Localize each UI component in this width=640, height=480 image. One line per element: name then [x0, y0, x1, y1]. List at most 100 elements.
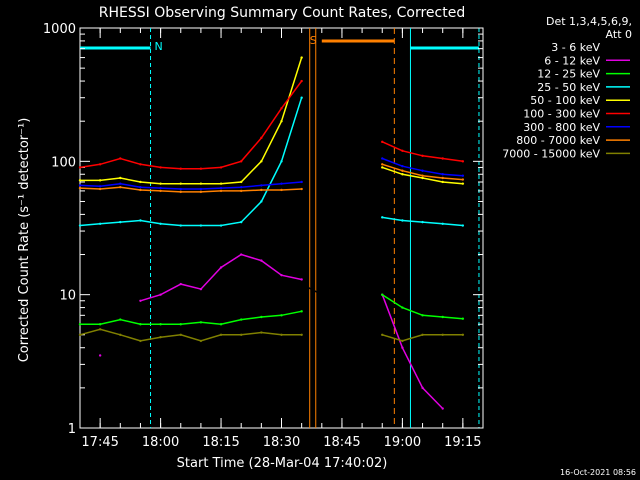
series-point-7 — [179, 187, 182, 191]
y-tick-label-100: 100 — [51, 155, 76, 170]
series-point-6 — [219, 166, 223, 169]
series-point-7 — [240, 185, 243, 189]
series-point-4 — [300, 96, 303, 99]
legend-label-7: 300 - 800 keV — [523, 121, 600, 134]
series-point-5 — [461, 182, 465, 185]
series-point-6 — [119, 157, 122, 160]
series-point-4 — [381, 216, 384, 219]
series-point-9 — [199, 339, 203, 343]
series-point-7 — [119, 182, 122, 185]
series-point-9 — [179, 333, 182, 337]
series-point-1 — [98, 399, 102, 402]
series-point-5 — [280, 119, 283, 123]
series-point-8 — [119, 185, 122, 189]
series-point-5 — [219, 182, 223, 185]
series-point-6 — [421, 154, 424, 158]
series-line-8 — [79, 186, 302, 193]
series-point-6 — [98, 163, 102, 166]
series-point-9 — [98, 328, 102, 331]
series-point-1 — [421, 399, 424, 402]
series-point-7 — [219, 186, 223, 190]
x-tick-label-1800: 18:00 — [142, 435, 179, 450]
series-point-9 — [159, 335, 162, 339]
series-point-3 — [219, 323, 223, 326]
series-point-3 — [381, 293, 384, 296]
series-point-3 — [401, 306, 404, 309]
series-point-8 — [98, 187, 102, 191]
series-point-4 — [98, 222, 102, 226]
series-point-9 — [219, 333, 223, 337]
series-point-5 — [260, 160, 263, 163]
series-point-8 — [159, 189, 162, 193]
series-point-3 — [98, 323, 102, 326]
series-point-9 — [119, 333, 122, 337]
series-point-9 — [240, 333, 243, 337]
series-point-6 — [300, 79, 303, 83]
series-point-5 — [119, 176, 122, 180]
series-point-5 — [139, 180, 142, 184]
series-point-4 — [179, 224, 182, 227]
series-line-9 — [79, 328, 302, 342]
saa-flag-label: S — [310, 34, 317, 47]
series-point-8 — [300, 187, 303, 191]
series-point-7 — [461, 174, 465, 177]
series-point-8 — [240, 189, 243, 193]
series-point-1 — [340, 282, 344, 286]
x-tick-label-1815: 18:15 — [202, 435, 239, 450]
series-point-1 — [260, 293, 263, 296]
series-point-4 — [159, 222, 162, 226]
series-point-4 — [461, 224, 465, 227]
series-point-5 — [78, 179, 82, 182]
series-point-5 — [240, 180, 243, 184]
series-point-8 — [199, 190, 203, 194]
series-point-6 — [401, 149, 404, 152]
series-point-4 — [199, 224, 203, 227]
x-tick-label-1845: 18:45 — [323, 435, 360, 450]
series-line-7 — [79, 181, 302, 190]
series-point-2 — [240, 253, 243, 256]
series-point-7 — [421, 169, 424, 172]
legend-label-1: 3 - 6 keV — [551, 41, 600, 54]
series-point-6 — [78, 166, 82, 169]
series-point-3 — [159, 323, 162, 326]
series-point-8 — [441, 176, 444, 180]
series-line-1 — [160, 266, 343, 309]
series-point-6 — [260, 136, 263, 140]
series-point-7 — [300, 180, 303, 184]
legend-label-5: 50 - 100 keV — [530, 94, 600, 107]
series-point-4 — [280, 160, 283, 163]
series-point-5 — [300, 56, 303, 59]
series-point-3 — [300, 310, 303, 313]
series-point-3 — [78, 323, 82, 326]
x-tick-label-1915: 19:15 — [444, 435, 481, 450]
series-point-5 — [159, 182, 162, 185]
series-point-2 — [280, 273, 283, 277]
series-point-6 — [199, 167, 203, 170]
series-point-2 — [401, 346, 404, 349]
series-point-8 — [139, 188, 142, 192]
series-point-9 — [421, 333, 424, 337]
series-point-7 — [159, 186, 162, 190]
series-point-9 — [78, 333, 82, 337]
y-axis-label: Corrected Count Rate (s⁻¹ detector⁻¹) — [17, 118, 32, 363]
series-point-5 — [381, 166, 384, 169]
series-point-2 — [421, 386, 424, 390]
series-point-3 — [240, 318, 243, 321]
series-point-2 — [300, 278, 303, 281]
series-point-9 — [401, 339, 404, 343]
series-point-8 — [260, 188, 263, 192]
series-point-1 — [320, 293, 323, 296]
series-line-5 — [80, 57, 303, 185]
series-point-7 — [199, 187, 203, 191]
y-tick-label-1: 1 — [68, 422, 76, 437]
series-point-7 — [260, 184, 263, 187]
x-axis-label: Start Time (28-Mar-04 17:40:02) — [177, 456, 388, 471]
series-point-7 — [78, 184, 82, 187]
series-point-4 — [401, 219, 404, 222]
series-point-6 — [240, 160, 243, 163]
series-point-4 — [119, 220, 122, 224]
series-point-8 — [280, 188, 283, 192]
series-point-1 — [240, 278, 243, 281]
series-point-6 — [441, 157, 444, 160]
